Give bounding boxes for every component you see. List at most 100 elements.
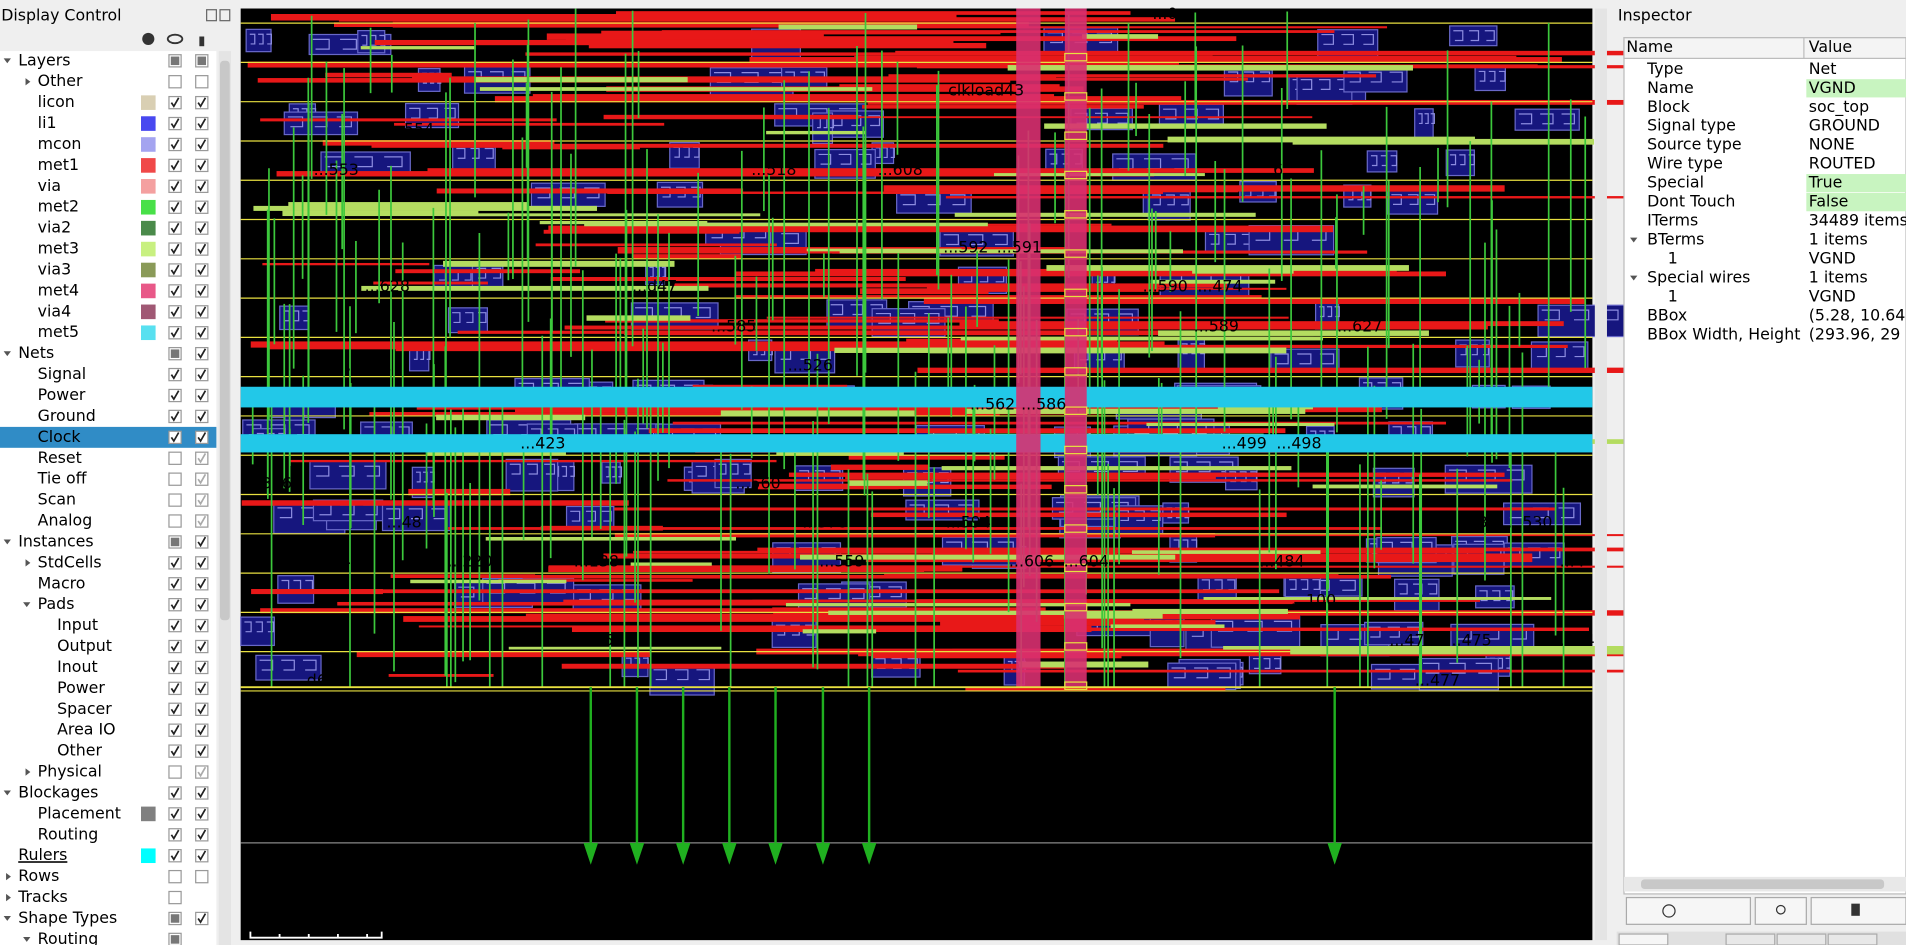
- expander-open[interactable]: [3, 916, 11, 921]
- met3-wire: [1146, 422, 1335, 427]
- property-value[interactable]: VGND: [1809, 286, 1856, 305]
- search-button[interactable]: [1754, 896, 1807, 925]
- expander-open[interactable]: [23, 936, 31, 942]
- color-swatch[interactable]: [141, 137, 156, 152]
- row-label: Input: [57, 615, 98, 634]
- color-swatch[interactable]: [141, 806, 156, 822]
- expander-open[interactable]: [3, 351, 11, 357]
- row-label: Area IO: [57, 720, 115, 739]
- color-swatch[interactable]: [141, 241, 156, 257]
- row-label: Output: [57, 636, 112, 655]
- expander-closed[interactable]: [25, 768, 31, 776]
- expander-open[interactable]: [3, 58, 11, 64]
- expander-open[interactable]: [23, 602, 31, 608]
- value-highlight: [1806, 79, 1906, 98]
- row-label: Physical: [38, 762, 102, 781]
- tab[interactable]: [1725, 933, 1776, 945]
- cell-wire: [302, 659, 317, 671]
- net-label: ...6: [1258, 160, 1283, 179]
- property-value[interactable]: soc_top: [1809, 97, 1869, 117]
- zoom-to-button[interactable]: [1625, 896, 1752, 925]
- met1-wire: [514, 407, 1382, 413]
- checkbox[interactable]: [168, 869, 182, 884]
- met1-wire: [692, 384, 848, 389]
- row-label: Instances: [18, 531, 93, 550]
- checkbox[interactable]: [168, 75, 182, 89]
- cell-wire: [509, 463, 521, 475]
- expander-open[interactable]: [1630, 237, 1638, 243]
- std-cell: [447, 307, 489, 334]
- std-cell: [1204, 228, 1256, 253]
- h-scrollbar-thumb[interactable]: [1641, 879, 1885, 890]
- met3-wire: [360, 46, 476, 50]
- tab[interactable]: [1827, 933, 1878, 945]
- cell-wire: [1506, 469, 1525, 481]
- net-label: ...559: [819, 551, 864, 570]
- checkbox[interactable]: [168, 765, 182, 779]
- cell-wire: [1313, 579, 1330, 591]
- property-value: NONE: [1809, 135, 1855, 154]
- net-label: ...518: [751, 160, 796, 179]
- met3-wire: [1007, 65, 1413, 71]
- check-mark: [170, 243, 180, 255]
- property-name: Signal type: [1647, 116, 1736, 135]
- check-mark: [170, 390, 180, 401]
- check-mark: [197, 285, 207, 297]
- expander-closed[interactable]: [6, 873, 11, 881]
- cell-wire: [526, 463, 538, 475]
- color-swatch[interactable]: [141, 116, 156, 131]
- cell-wire: [1297, 353, 1312, 365]
- float-button[interactable]: [206, 9, 217, 22]
- color-swatch[interactable]: [141, 848, 156, 864]
- checkbox[interactable]: [195, 869, 209, 884]
- checkbox[interactable]: [168, 890, 182, 905]
- net-label: ...499: [1222, 433, 1267, 452]
- checkbox[interactable]: [168, 451, 182, 465]
- expander-closed[interactable]: [25, 559, 31, 567]
- std-cell: [601, 461, 621, 484]
- checkbox[interactable]: [168, 472, 182, 486]
- scrollbar-thumb[interactable]: [220, 60, 230, 621]
- tab[interactable]: [1618, 933, 1669, 945]
- color-swatch[interactable]: [141, 220, 156, 236]
- row-label: Layers: [18, 50, 70, 69]
- checkbox[interactable]: [168, 493, 182, 507]
- color-swatch[interactable]: [141, 325, 156, 341]
- row-label: Signal: [38, 364, 87, 383]
- scale-bar: [249, 931, 383, 939]
- met1-wire: [325, 72, 452, 78]
- expander-open[interactable]: [1630, 275, 1638, 281]
- cell-wire: [695, 465, 707, 477]
- color-swatch[interactable]: [141, 158, 156, 173]
- color-swatch[interactable]: [141, 262, 156, 278]
- layout-scrollbar[interactable]: [1594, 8, 1607, 941]
- color-swatch[interactable]: [141, 179, 156, 194]
- row-label: Tracks: [17, 887, 68, 906]
- net-label: ...476: [1389, 630, 1434, 649]
- net-label: ...100: [1291, 590, 1336, 609]
- property-name: BTerms: [1647, 230, 1704, 249]
- met3-wire: [630, 562, 712, 566]
- expander-closed[interactable]: [25, 78, 31, 86]
- property-value[interactable]: VGND: [1809, 249, 1856, 268]
- expander-open[interactable]: [3, 790, 11, 796]
- row-label: Clock: [38, 427, 82, 446]
- color-swatch[interactable]: [141, 304, 156, 320]
- color-swatch[interactable]: [141, 199, 156, 215]
- met3-wire: [778, 24, 918, 30]
- checkbox[interactable]: [168, 514, 182, 528]
- met1-wire: [863, 627, 1589, 632]
- tab[interactable]: [1776, 933, 1827, 945]
- color-swatch[interactable]: [141, 95, 156, 110]
- property-name: ITerms: [1647, 211, 1698, 230]
- close-button[interactable]: [219, 9, 231, 22]
- cell-wire: [1375, 668, 1391, 680]
- expander-open[interactable]: [3, 539, 11, 545]
- checkbox[interactable]: [195, 75, 209, 89]
- pin-arrow: [583, 842, 599, 865]
- cell-wire: [617, 466, 623, 478]
- color-swatch[interactable]: [141, 283, 156, 299]
- met1-wire: [250, 341, 1165, 348]
- expander-closed[interactable]: [6, 893, 11, 902]
- net-label: ...4: [1560, 551, 1585, 570]
